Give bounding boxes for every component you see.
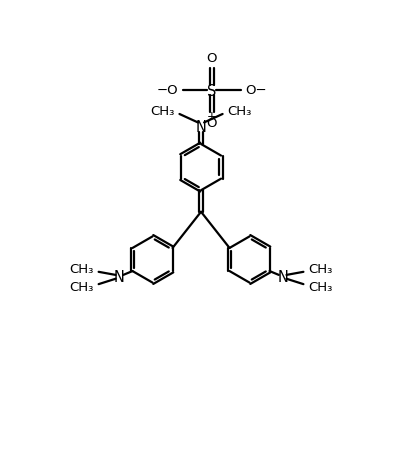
Text: CH₃: CH₃ (151, 104, 175, 117)
Text: CH₃: CH₃ (70, 280, 94, 294)
Text: CH₃: CH₃ (227, 104, 252, 117)
Text: +: + (206, 109, 216, 122)
Text: N: N (278, 269, 289, 284)
Text: N: N (196, 119, 206, 134)
Text: −O: −O (157, 84, 179, 97)
Text: O: O (207, 117, 217, 130)
Text: N: N (113, 269, 124, 284)
Text: CH₃: CH₃ (308, 280, 332, 294)
Text: S: S (207, 83, 217, 99)
Text: CH₃: CH₃ (70, 263, 94, 275)
Text: CH₃: CH₃ (308, 263, 332, 275)
Text: O: O (207, 52, 217, 65)
Text: O−: O− (245, 84, 266, 97)
